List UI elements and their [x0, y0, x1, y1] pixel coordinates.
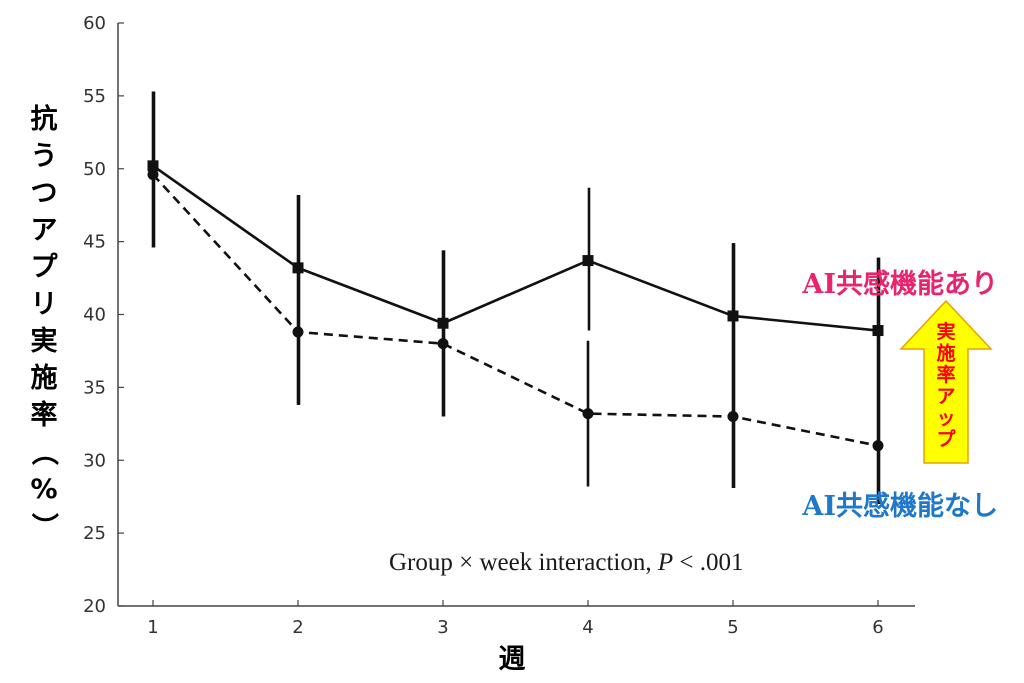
y-tick-label: 35: [83, 377, 106, 398]
data-point-circle: [582, 408, 594, 420]
error-bars: [151, 91, 881, 504]
callout-char: 率: [936, 363, 955, 386]
y-tick-label: 25: [83, 523, 106, 544]
up-arrow-icon: [899, 299, 993, 464]
data-point-square: [147, 160, 159, 172]
annotation-prefix: Group × week interaction,: [389, 549, 658, 576]
annotation-p: P: [657, 549, 673, 576]
x-tick-label: 3: [437, 617, 448, 638]
y-label-char: う: [31, 141, 58, 172]
y-tick-label: 20: [83, 596, 106, 617]
data-point-circle: [147, 169, 159, 181]
y-tick-label: 60: [83, 13, 106, 34]
y-label-char: 実: [31, 325, 58, 357]
y-label-char: 抗: [31, 103, 58, 135]
data-point-circle: [727, 411, 739, 423]
y-label-char: （: [28, 439, 59, 466]
data-point-circle: [437, 338, 449, 350]
y-label-char: ア: [31, 215, 58, 246]
series-line-1: [152, 164, 879, 332]
y-label-char: つ: [31, 178, 58, 209]
y-tick-label: 50: [83, 159, 106, 180]
y-label-char: ）: [28, 513, 59, 540]
y-label-char: リ: [31, 289, 58, 320]
data-point-square: [437, 317, 449, 329]
y-tick-label: 55: [83, 86, 106, 107]
x-tick-label: 1: [147, 617, 158, 638]
y-label-char: 施: [31, 363, 58, 394]
series-markers: [147, 160, 884, 452]
x-tick-label: 2: [292, 617, 303, 638]
callout-char: ッ: [936, 407, 955, 429]
axes: [117, 23, 915, 607]
legend-without-ai-empathy: AI共感機能なし: [801, 490, 998, 522]
data-point-square: [292, 262, 304, 274]
legend-with-ai-empathy: AI共感機能あり: [801, 268, 998, 300]
interaction-annotation: Group × week interaction, P < .001: [389, 549, 744, 576]
x-tick-label: 5: [727, 617, 738, 638]
callout-char: 施: [936, 342, 955, 365]
callout-char: ア: [936, 386, 955, 408]
annotation-suffix: < .001: [673, 549, 743, 576]
y-label-char: 率: [31, 399, 58, 431]
x-axis-label: 週: [499, 644, 526, 675]
y-label-char: プ: [31, 252, 59, 283]
series-lines: [152, 164, 879, 447]
data-point-circle: [872, 440, 884, 452]
y-tick-label: 45: [83, 232, 106, 253]
y-tick-label: 30: [83, 450, 106, 471]
callout-char: 実: [936, 320, 955, 343]
series-line-2: [152, 173, 879, 447]
data-point-square: [727, 310, 739, 322]
data-point-square: [582, 255, 594, 267]
data-point-circle: [292, 326, 304, 338]
x-tick-label: 4: [582, 617, 593, 638]
x-tick-label: 6: [872, 617, 883, 638]
y-tick-label: 40: [83, 305, 106, 326]
y-label-char: %: [30, 474, 57, 505]
callout-char: プ: [936, 428, 956, 451]
data-point-square: [872, 325, 884, 337]
